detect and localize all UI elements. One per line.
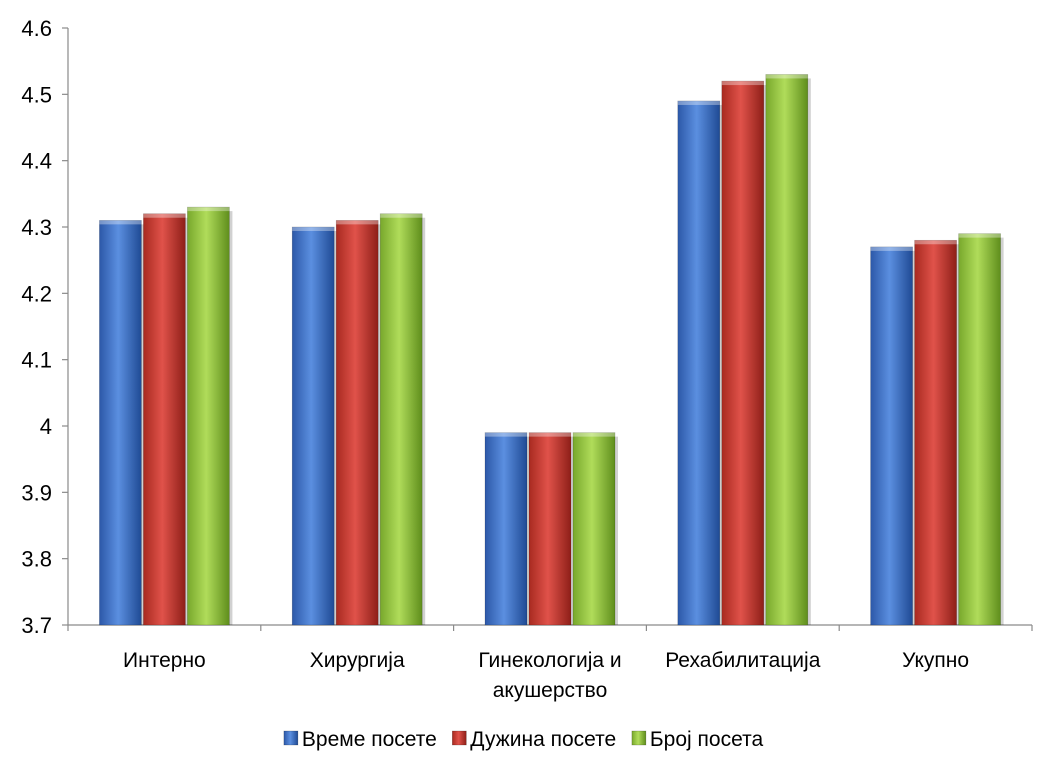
bar bbox=[721, 80, 767, 626]
bar-body bbox=[958, 233, 1001, 626]
bar-body bbox=[870, 246, 913, 626]
bar bbox=[99, 220, 145, 626]
bar-body bbox=[484, 432, 528, 626]
y-tick-label: 4 bbox=[40, 414, 52, 439]
bar-body bbox=[721, 80, 765, 626]
bar bbox=[958, 233, 1004, 626]
bar-top-highlight bbox=[958, 233, 1001, 238]
y-tick-label: 4.1 bbox=[21, 348, 52, 373]
bar-top-highlight bbox=[529, 432, 571, 437]
bar bbox=[335, 220, 382, 626]
legend-label: Време посете bbox=[302, 728, 437, 751]
bar-top-highlight bbox=[485, 432, 527, 437]
bar-top-highlight bbox=[677, 100, 720, 105]
bar-top-highlight bbox=[573, 432, 615, 437]
bar bbox=[143, 213, 189, 626]
bar-top-highlight bbox=[765, 74, 808, 79]
bar-body bbox=[572, 432, 616, 626]
bar-body bbox=[528, 432, 572, 626]
y-tick-label: 4.3 bbox=[21, 215, 52, 240]
x-tick-label: Хирургија bbox=[310, 649, 405, 672]
bar-body bbox=[99, 220, 142, 626]
bar-top-highlight bbox=[721, 81, 764, 86]
bar-layer bbox=[99, 74, 1004, 626]
axis-layer: 4.6 4.5 4.4 4.3 4.2 4.1 4 3.9 3.8 3.7 bbox=[21, 16, 1033, 638]
bar-body bbox=[914, 239, 957, 626]
bar-top-highlight bbox=[336, 220, 379, 225]
bar-body bbox=[677, 100, 721, 626]
y-tick-label: 4.2 bbox=[21, 281, 52, 306]
bar-top-highlight bbox=[380, 213, 423, 218]
x-tick-label: Укупно bbox=[902, 649, 969, 672]
bar bbox=[677, 100, 723, 626]
legend-label: Дужина посете bbox=[470, 728, 616, 751]
legend-item: Време посете bbox=[283, 728, 437, 751]
bar-top-highlight bbox=[292, 227, 335, 231]
x-tick-label: Гинекологија и акушерство bbox=[478, 649, 621, 702]
y-tick-label: 3.8 bbox=[21, 547, 52, 572]
bar-top-highlight bbox=[914, 240, 957, 245]
bar-top-highlight bbox=[143, 213, 186, 218]
bar bbox=[572, 432, 618, 626]
bar-top-highlight bbox=[870, 246, 913, 251]
y-tick-label: 3.9 bbox=[21, 480, 52, 505]
bar-top-highlight bbox=[187, 207, 230, 212]
bar-body bbox=[143, 213, 186, 626]
legend-label: Број посета bbox=[650, 728, 764, 751]
bar-body bbox=[765, 74, 809, 626]
y-tick-label: 4.6 bbox=[21, 16, 52, 41]
y-tick-label: 4.4 bbox=[21, 149, 52, 174]
bar-top-highlight bbox=[99, 220, 142, 225]
y-tick-label: 3.7 bbox=[21, 613, 52, 638]
bar bbox=[528, 432, 574, 626]
legend-swatch bbox=[631, 730, 647, 746]
bar bbox=[870, 246, 916, 626]
bar-body bbox=[291, 226, 335, 626]
legend-item: Дужина посете bbox=[451, 728, 616, 751]
x-tick-label: Рехабилитација bbox=[665, 649, 820, 672]
bar bbox=[914, 239, 960, 626]
bar-body bbox=[187, 206, 230, 626]
legend-swatch bbox=[283, 730, 299, 746]
legend-item: Број посета bbox=[631, 728, 764, 751]
bar-body bbox=[379, 213, 423, 626]
label-layer: Интерно Хирургија Гинекологија и акушерство… bbox=[123, 649, 969, 702]
bar-body bbox=[335, 220, 379, 626]
x-tick-label-line: Укупно bbox=[902, 649, 969, 672]
x-tick-label-line: Хирургија bbox=[310, 649, 405, 672]
bar bbox=[379, 213, 426, 626]
x-tick-label-line: Интерно bbox=[123, 649, 206, 672]
x-tick-label-line: Гинекологија и bbox=[478, 649, 621, 672]
x-tick-label-line: акушерство bbox=[493, 679, 608, 702]
bar bbox=[291, 226, 338, 626]
bar bbox=[187, 206, 233, 626]
bar bbox=[765, 74, 811, 626]
x-tick-label: Интерно bbox=[123, 649, 206, 672]
legend-swatch bbox=[451, 730, 467, 746]
y-tick-label: 4.5 bbox=[21, 82, 52, 107]
legend: Време посете Дужина посете Број посета bbox=[283, 728, 764, 751]
bar bbox=[484, 432, 530, 626]
x-tick-label-line: Рехабилитација bbox=[665, 649, 820, 672]
